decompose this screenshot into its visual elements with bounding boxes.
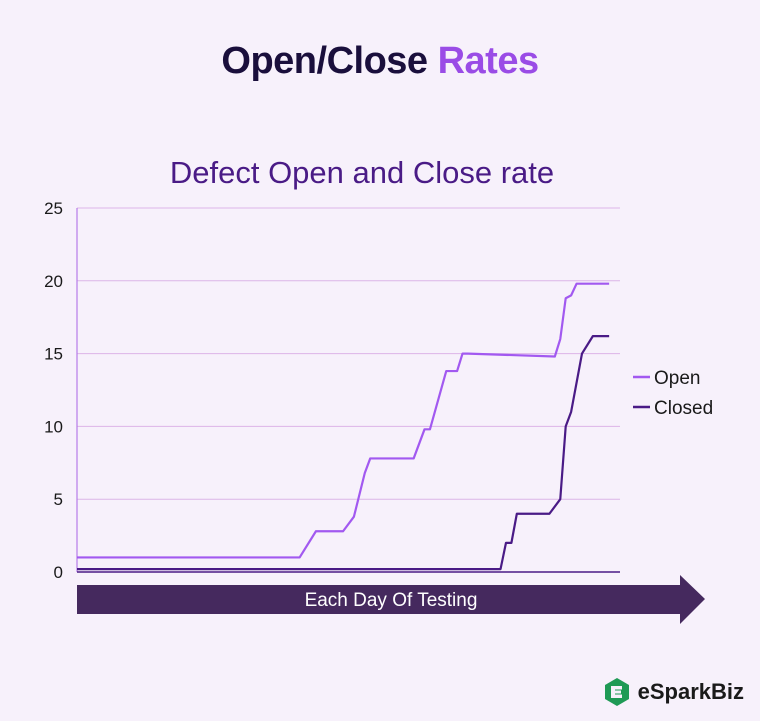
page-title-accent: Rates xyxy=(437,40,540,82)
y-tick-label: 10 xyxy=(44,417,63,436)
y-tick-label: 15 xyxy=(44,345,63,364)
y-tick-label: 5 xyxy=(54,490,63,509)
brand-logo: eSparkBiz xyxy=(602,677,744,707)
chart-title: Defect Open and Close rate xyxy=(169,155,555,190)
page-title-part1: Open/Close xyxy=(221,40,428,82)
x-axis-label: Each Day Of Testing xyxy=(305,590,478,611)
y-tick-label: 0 xyxy=(54,563,63,582)
x-axis-arrow-shape xyxy=(77,575,705,624)
legend-label-closed: Closed xyxy=(654,398,713,419)
page-title: Open/Close Rates xyxy=(0,40,760,83)
y-axis-ticks: 0 5 10 15 20 25 xyxy=(44,199,63,582)
y-tick-label: 20 xyxy=(44,272,63,291)
y-tick-label: 25 xyxy=(44,199,63,218)
brand-name: eSparkBiz xyxy=(637,679,744,704)
series-line-closed xyxy=(77,335,610,571)
series-line-open xyxy=(77,282,610,559)
legend: Open Closed xyxy=(633,368,713,419)
x-axis-arrow: Each Day Of Testing xyxy=(77,575,705,624)
legend-label-open: Open xyxy=(654,368,700,389)
grid-lines xyxy=(77,207,620,500)
esparkbiz-logo-icon xyxy=(604,678,629,706)
series-lines xyxy=(77,282,610,571)
